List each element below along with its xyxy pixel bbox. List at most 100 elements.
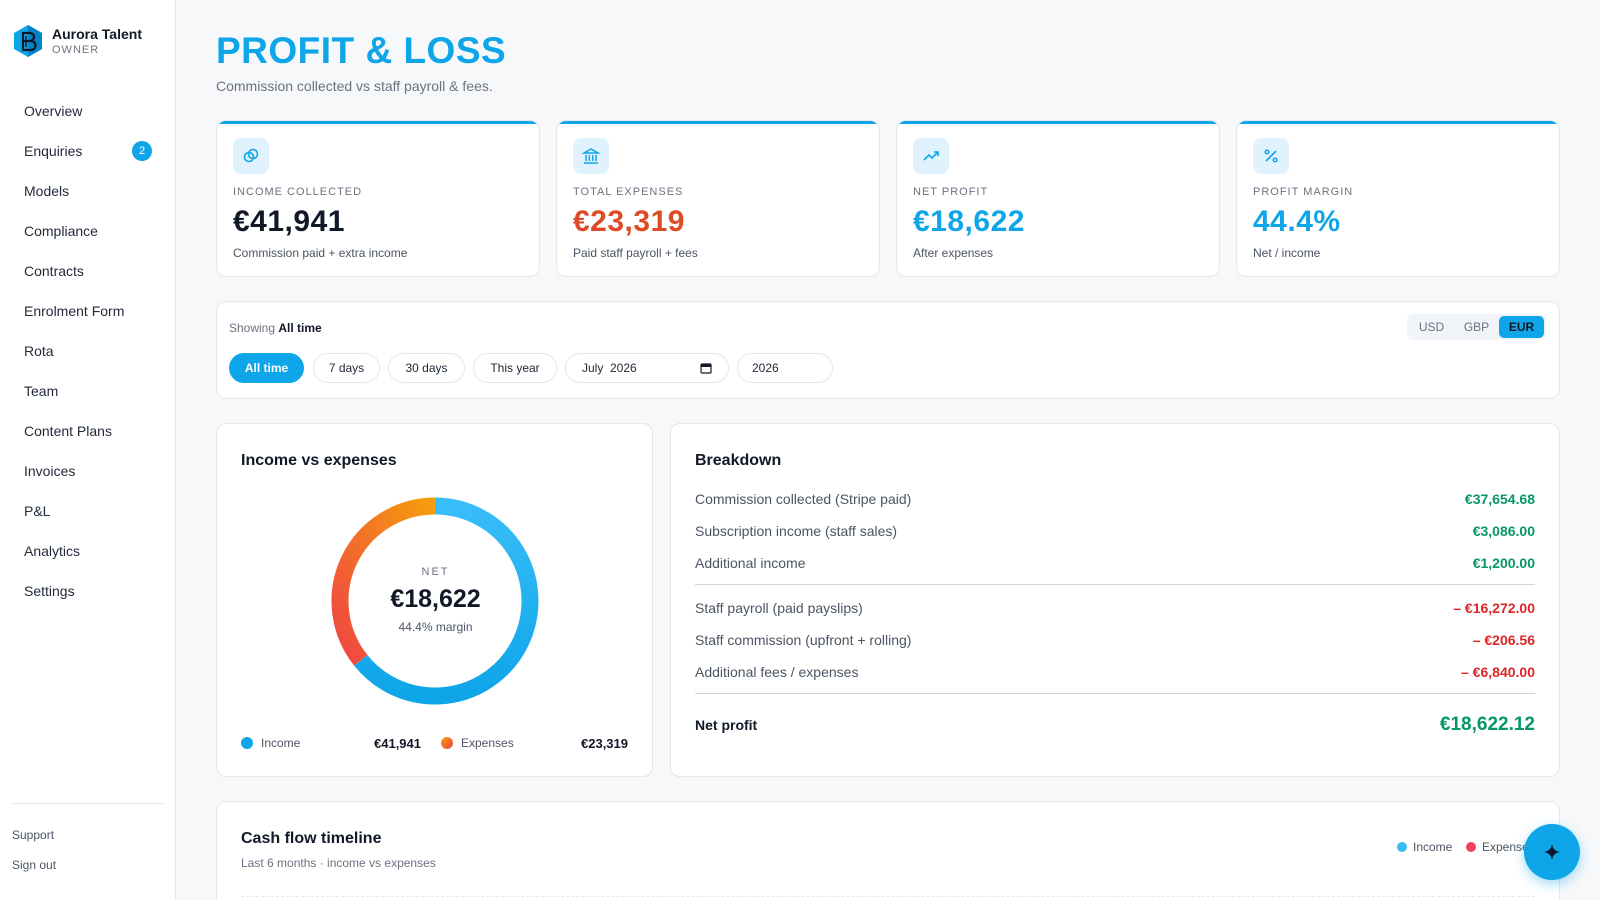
- legend-expenses: Expenses: [441, 736, 514, 750]
- breakdown-row: Additional income €1,200.00: [695, 555, 1535, 571]
- row-label: Additional fees / expenses: [695, 664, 859, 680]
- range-all-time-button[interactable]: All time: [229, 353, 304, 383]
- legend-label: Income: [1413, 840, 1453, 854]
- sidebar-item-label: P&L: [24, 503, 51, 519]
- trend-up-icon: [913, 138, 949, 174]
- stat-card-profit-margin: PROFIT MARGIN 44.4% Net / income: [1236, 120, 1560, 277]
- sidebar-item-compliance[interactable]: Compliance: [0, 211, 176, 251]
- sidebar-item-analytics[interactable]: Analytics: [0, 531, 176, 571]
- row-label: Staff payroll (paid payslips): [695, 600, 863, 616]
- page-subtitle: Commission collected vs staff payroll & …: [216, 78, 493, 94]
- sidebar-item-label: Overview: [24, 103, 83, 119]
- legend-label: Expenses: [1482, 840, 1535, 854]
- currency-eur-button[interactable]: EUR: [1499, 316, 1544, 338]
- sidebar-item-settings[interactable]: Settings: [0, 571, 176, 611]
- brand[interactable]: Aurora Talent OWNER: [12, 24, 142, 58]
- row-amount: €3,086.00: [1472, 523, 1535, 539]
- sidebar-item-enrolment-form[interactable]: Enrolment Form: [0, 291, 176, 331]
- sparkle-icon: [1544, 844, 1560, 860]
- stat-value: €23,319: [573, 205, 685, 238]
- stat-label: NET PROFIT: [913, 186, 989, 198]
- legend-income: Income: [241, 736, 300, 750]
- card-title: Income vs expenses: [241, 452, 397, 469]
- showing-prefix: Showing: [229, 321, 276, 335]
- stat-label: TOTAL EXPENSES: [573, 186, 684, 198]
- donut-center-note: 44.4% margin: [398, 620, 473, 634]
- stat-value: €18,622: [913, 205, 1025, 238]
- breakdown-card: Breakdown Commission collected (Stripe p…: [670, 423, 1560, 777]
- legend-label: Income: [261, 736, 301, 750]
- breakdown-row: Additional fees / expenses – €6,840.00: [695, 664, 1535, 680]
- sidebar-item-rota[interactable]: Rota: [0, 331, 176, 371]
- calendar-icon: [700, 363, 712, 374]
- range-this-year-button[interactable]: This year: [473, 353, 557, 383]
- income-expenses-donut: [331, 497, 539, 705]
- hexagon-b-logo-icon: [14, 25, 42, 57]
- donut-center-value: €18,622: [390, 585, 481, 613]
- net-profit-label: Net profit: [695, 717, 758, 733]
- donut-center-label: NET: [421, 566, 450, 578]
- card-title: Cash flow timeline: [241, 830, 382, 847]
- page-title: PROFIT & LOSS: [216, 30, 507, 71]
- card-title: Breakdown: [695, 452, 782, 469]
- sidebar-item-team[interactable]: Team: [0, 371, 176, 411]
- sidebar-item-label: Analytics: [24, 543, 81, 559]
- row-label: Additional income: [695, 555, 806, 571]
- row-amount: – €16,272.00: [1453, 600, 1535, 616]
- currency-gbp-button[interactable]: GBP: [1463, 320, 1490, 334]
- sidebar-item-models[interactable]: Models: [0, 171, 176, 211]
- card-subtitle: Last 6 months · income vs expenses: [241, 856, 436, 870]
- sidebar-item-label: Enquiries: [24, 143, 83, 159]
- sidebar-item-label: Compliance: [24, 223, 98, 239]
- sidebar-item-label: Contracts: [24, 263, 84, 279]
- stat-label: INCOME COLLECTED: [233, 186, 363, 198]
- sidebar-item-label: Rota: [24, 343, 54, 359]
- sign-out-link[interactable]: Sign out: [12, 858, 57, 872]
- net-profit-row: Net profit €18,622.12: [695, 714, 1535, 736]
- stat-value: 44.4%: [1253, 205, 1341, 238]
- sidebar: Aurora Talent OWNER Overview Enquiries 2 …: [0, 0, 176, 900]
- sidebar-item-label: Enrolment Form: [24, 303, 125, 319]
- breakdown-divider: [695, 693, 1535, 694]
- assistant-fab-button[interactable]: [1524, 824, 1580, 880]
- currency-usd-button[interactable]: USD: [1418, 320, 1445, 334]
- month-picker-input[interactable]: July 2026: [565, 353, 729, 383]
- range-7-days-button[interactable]: 7 days: [313, 353, 380, 383]
- sidebar-item-overview[interactable]: Overview: [0, 91, 176, 131]
- sidebar-item-content-plans[interactable]: Content Plans: [0, 411, 176, 451]
- stat-note: Paid staff payroll + fees: [573, 246, 698, 260]
- legend-label: Expenses: [461, 736, 514, 750]
- breakdown-divider: [695, 584, 1535, 585]
- sidebar-nav: Overview Enquiries 2 Models Compliance Co…: [0, 91, 176, 611]
- support-link[interactable]: Support: [12, 828, 55, 842]
- legend-income-value: €41,941: [374, 736, 421, 751]
- chart-gridline: [241, 896, 1535, 897]
- showing-label: Showing All time: [229, 321, 322, 335]
- year-input[interactable]: 2026: [737, 353, 833, 383]
- showing-value: All time: [278, 321, 322, 335]
- currency-toggle: USD GBP EUR: [1407, 314, 1546, 340]
- cash-flow-card: Cash flow timeline Last 6 months · incom…: [216, 801, 1560, 900]
- range-30-days-button[interactable]: 30 days: [388, 353, 465, 383]
- percent-icon: [1253, 138, 1289, 174]
- sidebar-item-invoices[interactable]: Invoices: [0, 451, 176, 491]
- legend-expenses-dot: [441, 737, 453, 749]
- sidebar-item-enquiries[interactable]: Enquiries 2: [0, 131, 176, 171]
- row-label: Commission collected (Stripe paid): [695, 491, 912, 507]
- date-filter-card: Showing All time All time 7 days 30 days…: [216, 301, 1560, 399]
- legend-income-dot: [241, 737, 253, 749]
- sidebar-item-contracts[interactable]: Contracts: [0, 251, 176, 291]
- stat-note: After expenses: [913, 246, 994, 260]
- net-profit-amount: €18,622.12: [1439, 714, 1535, 735]
- bank-icon: [573, 138, 609, 174]
- legend-expenses-value: €23,319: [581, 736, 628, 751]
- sidebar-item-pnl[interactable]: P&L: [0, 491, 176, 531]
- breakdown-row: Subscription income (staff sales) €3,086.…: [695, 523, 1535, 539]
- stat-card-expenses: TOTAL EXPENSES €23,319 Paid staff payrol…: [556, 120, 880, 277]
- cash-legend-expenses: Expenses: [1466, 840, 1535, 854]
- coins-icon: [233, 138, 269, 174]
- row-amount: – €6,840.00: [1461, 664, 1535, 680]
- cash-legend-income: Income: [1397, 840, 1452, 854]
- donut-income-arc: [354, 497, 539, 705]
- enquiries-count-badge: 2: [132, 141, 152, 161]
